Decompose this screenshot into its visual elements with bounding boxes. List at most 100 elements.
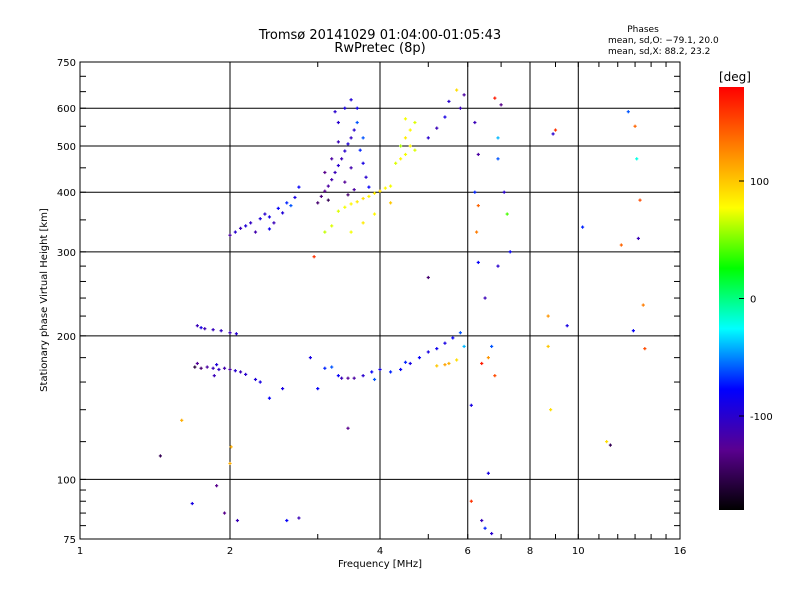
data-point [343,205,347,209]
data-point [346,426,350,430]
data-point [367,185,371,189]
data-point [211,366,215,370]
data-point [233,369,237,373]
data-point [352,188,356,192]
data-point [343,180,347,184]
data-point [352,128,356,132]
data-point [222,366,227,370]
data-point [195,361,199,366]
data-point [312,255,316,259]
data-point [565,324,569,328]
y-tick-labels: 75 100 200 300 400 500 600 750 [57,58,76,546]
x-tick-label: 16 [674,546,687,557]
data-point [349,98,353,102]
data-point [215,363,219,367]
data-point [323,366,327,370]
colorbar-unit: [deg] [719,70,751,84]
x-tick-label: 4 [377,546,383,557]
data-point [580,225,585,229]
grid-lines [80,62,680,539]
colorbar-tick-label: 0 [750,295,756,306]
data-point [319,194,323,199]
data-point [219,329,223,333]
x-tick-label: 2 [227,546,233,557]
data-point [443,363,447,367]
data-point [263,212,267,216]
data-point [638,198,642,202]
x-tick-label: 6 [465,546,471,557]
data-point [253,230,258,234]
data-point [336,374,340,378]
data-point [330,157,334,161]
chart-subtitle: RwPretec (8p) [334,41,425,56]
data-point [233,230,237,234]
data-point [326,198,330,202]
data-point [403,360,408,364]
data-point [330,224,334,228]
y-tick-label: 200 [57,332,76,343]
data-point [496,264,500,268]
data-point [493,96,497,100]
data-point [408,361,412,366]
axis-ticks [80,61,681,539]
colorbar-tick-label: 100 [750,177,769,188]
data-point [297,516,301,520]
data-point [199,326,203,330]
data-point [413,148,417,152]
data-point [289,203,293,208]
data-point [633,124,637,128]
data-point [323,189,327,193]
data-point [469,403,473,407]
data-point [474,230,479,234]
data-point [483,296,487,300]
data-point [641,303,645,307]
data-point [546,344,550,349]
data-point [486,356,490,360]
y-axis-label: Stationary phase Virtual Height [km] [39,208,50,392]
data-point [403,136,408,140]
data-point [480,518,484,523]
data-point [458,106,463,110]
data-point [199,366,203,370]
stats-x-line: mean, sd,X: 88.2, 23.2 [608,47,710,57]
data-point [349,136,353,140]
data-point [253,377,258,382]
data-point [447,99,451,104]
data-point [388,370,393,374]
data-point [483,526,487,530]
data-point [336,120,340,125]
data-point [361,136,365,140]
data-point [276,206,280,210]
data-point [455,358,459,362]
data-point [505,212,509,216]
data-point [502,190,506,194]
data-point [190,501,194,506]
data-point [217,367,221,372]
data-point [403,117,408,121]
data-point [378,367,382,372]
data-point [211,328,215,332]
data-point [228,331,232,335]
data-point [364,175,368,179]
data-point [343,149,347,153]
data-point [361,161,365,165]
data-point [447,361,451,366]
data-point [473,190,477,194]
x-tick-label: 8 [527,546,533,557]
data-point [346,193,350,197]
data-point [285,518,289,523]
data-point [355,106,359,110]
data-point [636,236,640,241]
chart-title: Tromsø 20141029 01:04:00-01:05:43 [258,28,501,43]
data-point [480,361,484,366]
data-point [349,230,353,234]
data-point [361,221,365,225]
stats-o-line: mean, sd,O: −79.1, 20.0 [608,36,719,46]
data-point [426,136,430,140]
data-point [631,329,635,333]
data-point [608,443,613,447]
data-point [458,331,463,335]
x-axis-label: Frequency [MHz] [338,559,422,570]
data-point [267,396,272,400]
